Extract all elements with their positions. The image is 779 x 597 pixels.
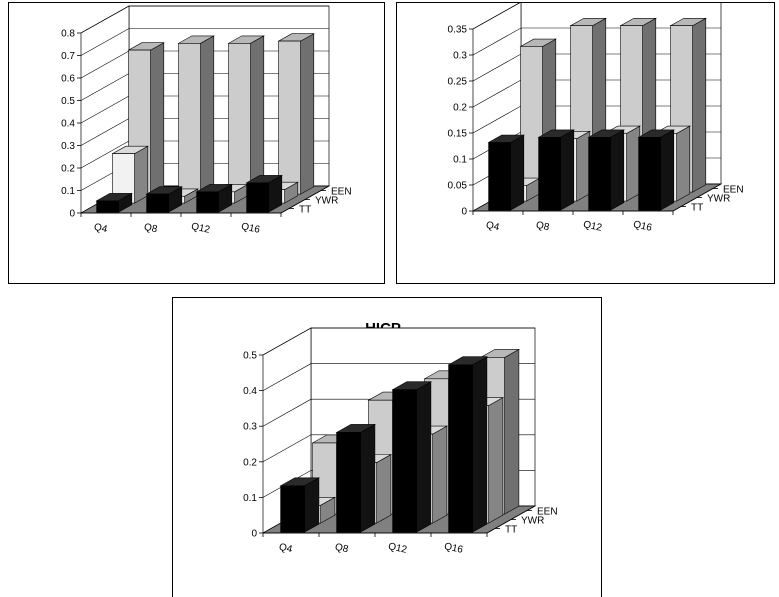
gridline [472,3,520,30]
bar-ywr-q4 [111,145,149,204]
bar-tt-q8 [537,129,575,211]
y-tick-label: 0.1 [453,155,467,166]
depth-tick-label: TT [505,525,517,536]
bar-tt-q16 [245,174,283,213]
gridline [80,5,329,34]
x-tick-label: Q16 [632,219,653,234]
x-tick-label: Q8 [535,220,551,234]
y-tick-label: 0.15 [448,129,468,140]
bar-een-q8 [177,35,215,195]
x-tick-label: Q8 [143,222,159,236]
y-tick-label: 0.2 [243,457,257,468]
x-tick-label: Q12 [387,541,408,556]
gridline [262,327,535,356]
x-tick-label: Q12 [190,221,211,236]
y-tick-label: 0 [251,529,257,540]
x-tick-label: Q4 [278,542,294,556]
bar-tt-q4 [279,477,321,533]
bar-tt-q12 [391,381,433,533]
y-tick-label: 0.3 [243,422,257,433]
x-tick-label: Q16 [240,221,261,236]
net-chart: NET00.10.20.30.40.50.60.70.8Q4Q8Q12Q16TT… [61,5,352,236]
x-tick-label: Q8 [334,542,350,556]
y-tick-label: 0.5 [61,96,75,107]
y-tick-label: 0.2 [61,164,75,175]
x-tick-label: Q4 [93,222,109,236]
y-tick-label: 0.2 [453,103,467,114]
bar-tt-q8 [335,423,377,533]
x-tick-label: Q4 [485,220,501,234]
y-tick-label: 0 [461,207,467,218]
y-tick-label: 0.7 [61,51,75,62]
depth-tick-label: YWR [707,194,730,205]
y-tick-label: 0.3 [61,141,75,152]
bar-tt-q8 [145,186,183,213]
bar-tt-q12 [587,129,625,211]
bar-tt-q16 [637,129,675,211]
yer-chart-panel: YER00.050.10.150.20.250.30.35Q4Q8Q12Q16T… [396,2,775,284]
y-tick-label: 0.05 [448,181,468,192]
gridline [80,28,329,56]
bar-een-q16 [277,33,315,195]
y-tick-label: 0.3 [453,51,467,62]
y-tick-label: 0.1 [243,493,257,504]
y-tick-label: 0.5 [243,351,257,362]
y-tick-label: 0.1 [61,186,75,197]
y-tick-label: 0 [69,209,75,220]
net-chart-panel: NET00.10.20.30.40.50.60.70.8Q4Q8Q12Q16TT… [8,2,385,284]
bar-tt-q12 [195,183,233,213]
depth-tick-label: YWR [315,196,338,207]
bar-tt-q16 [447,356,489,533]
bar-een-q12 [227,35,265,195]
y-tick-label: 0.25 [448,77,468,88]
y-tick-label: 0.4 [243,386,257,397]
depth-tick-label: EEN [331,187,352,198]
depth-tick-label: EEN [537,507,558,518]
y-tick-label: 0.35 [448,25,468,36]
x-tick-label: Q12 [582,219,603,234]
y-tick-label: 0.8 [61,29,75,40]
y-tick-label: 0.6 [61,74,75,85]
depth-tick-label: TT [299,205,311,216]
y-tick-label: 0.4 [61,119,75,130]
depth-tick-label: TT [691,203,703,214]
depth-tick-label: YWR [521,516,544,527]
bar-tt-q4 [487,134,525,211]
depth-tick-label: EEN [723,185,744,196]
yer-chart: YER00.050.10.150.20.250.30.35Q4Q8Q12Q16T… [448,3,744,234]
bar-tt-q4 [95,192,133,213]
x-tick-label: Q16 [443,541,464,556]
